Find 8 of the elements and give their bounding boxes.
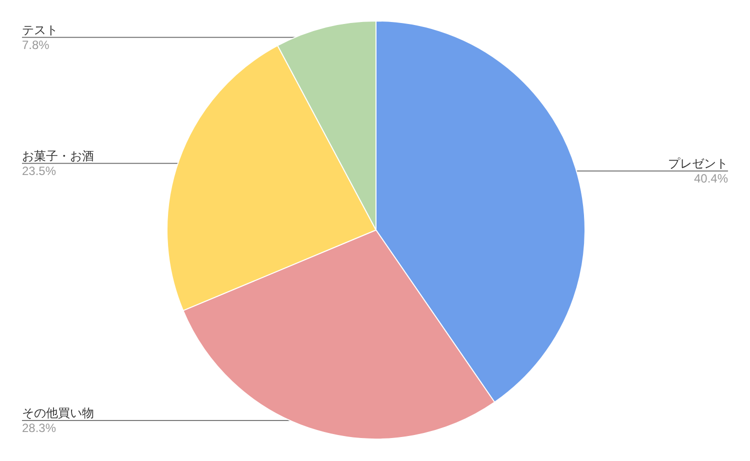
slice-label: その他買い物 <box>22 406 94 420</box>
data-label: 40.4% <box>694 172 728 186</box>
data-label: 7.8% <box>22 38 50 52</box>
data-label: 23.5% <box>22 164 56 178</box>
slice-label: お菓子・お酒 <box>22 148 94 163</box>
slice-label: プレゼント <box>668 156 728 171</box>
data-label: 28.3% <box>22 420 56 435</box>
slice-label: テスト <box>22 22 58 37</box>
